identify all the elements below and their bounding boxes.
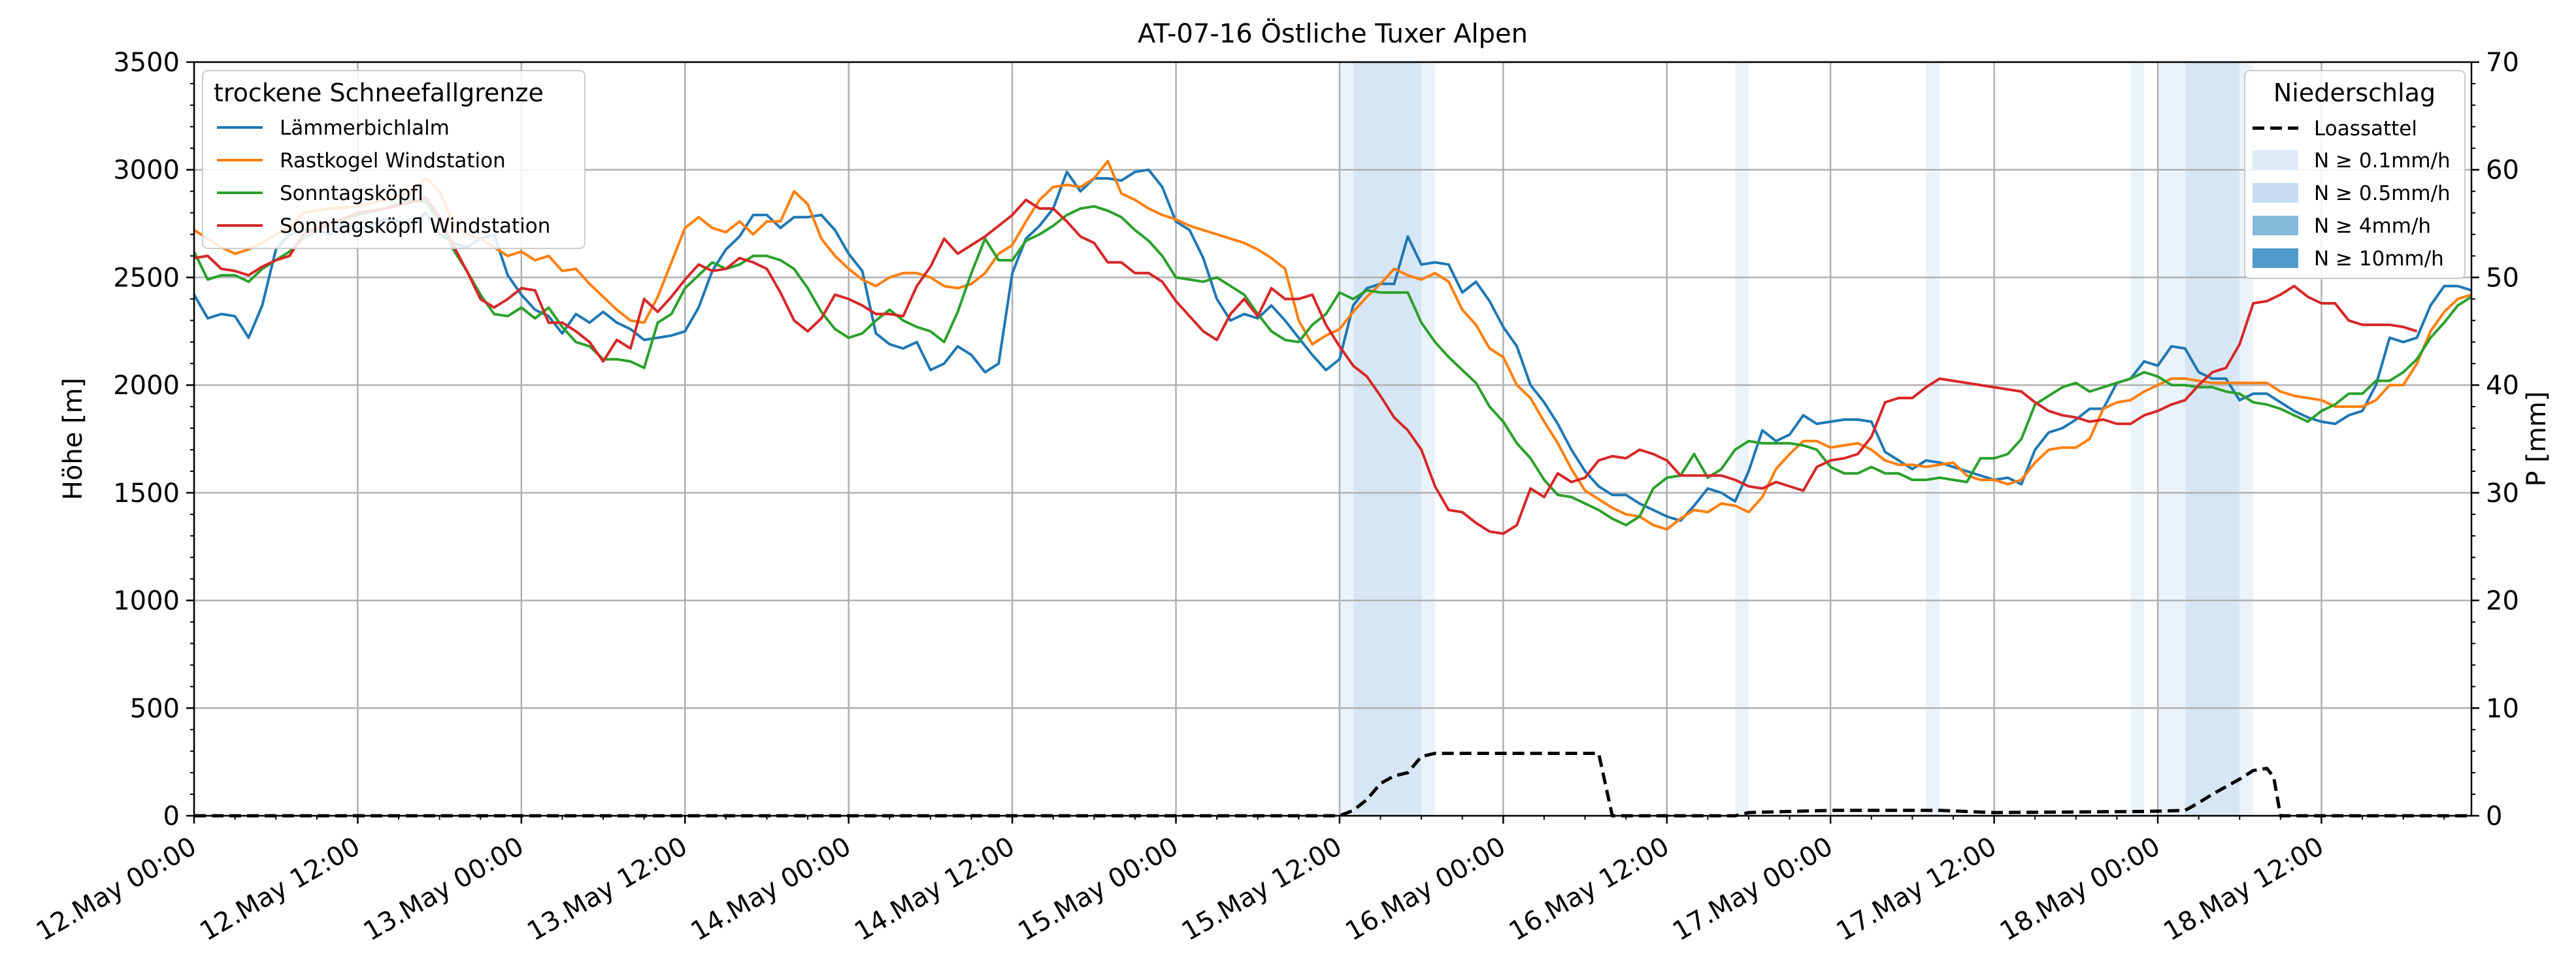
legend-label-1: Rastkogel Windstation — [280, 149, 506, 173]
series-line-3 — [193, 196, 2418, 535]
y-right-tick-label: 30 — [2486, 478, 2519, 509]
legend-band-label-0: N ≥ 0.1mm/h — [2314, 149, 2451, 173]
y-left-tick-label: 0 — [163, 801, 180, 831]
legend-band-label-3: N ≥ 10mm/h — [2314, 247, 2444, 271]
legend-band-swatch-1 — [2253, 183, 2298, 203]
legend-label-2: Sonntagsköpfl — [280, 182, 423, 205]
y-left-tick-label: 500 — [130, 694, 180, 724]
legend-band-swatch-0 — [2253, 150, 2298, 170]
y-left-tick-label: 1000 — [113, 586, 180, 616]
legend-band-label-1: N ≥ 0.5mm/h — [2314, 182, 2451, 205]
y-right-tick-label: 20 — [2486, 586, 2519, 616]
y-left-tick-label: 1500 — [113, 478, 180, 509]
legend-snowline-box — [202, 70, 586, 249]
legend-precip-line-label: Loassattel — [2314, 117, 2417, 141]
plot-frame — [193, 61, 2473, 817]
precip-band — [2185, 62, 2240, 816]
series-line-0 — [193, 168, 2472, 522]
series-line-1 — [193, 159, 2472, 531]
legend-band-swatch-2 — [2253, 216, 2298, 235]
y-left-tick-label: 2000 — [113, 371, 180, 401]
legend-snowline: trockene Schneefallgrenze Lämmerbichlalm R… — [202, 70, 586, 249]
precipitation-line — [194, 752, 2471, 818]
precip-band — [1926, 62, 1940, 816]
y-axis-left-label: Höhe [m] — [58, 378, 88, 500]
legend-precip-title: Niederschlag — [2273, 78, 2436, 107]
precip-band — [1353, 62, 1422, 816]
y-right-tick-label: 60 — [2486, 156, 2519, 186]
legend-band-label-2: N ≥ 4mm/h — [2314, 214, 2431, 238]
legend-label-0: Lämmerbichlalm — [280, 116, 450, 140]
y-left-tick-label: 3000 — [113, 156, 180, 186]
precip-band — [1339, 62, 1353, 816]
y-right-tick-label: 10 — [2486, 694, 2519, 724]
legend-precipitation: Niederschlag Loassattel N ≥ 0.1mm/h N ≥ 0.5… — [2244, 70, 2466, 279]
precip-band — [2130, 62, 2145, 816]
legend-precip-box — [2244, 70, 2466, 279]
precip-band — [2158, 62, 2185, 816]
precip-band — [1735, 62, 1749, 816]
snowline-series — [193, 159, 2473, 535]
y-right-tick-label: 40 — [2486, 371, 2519, 401]
legend-band-swatch-3 — [2253, 248, 2298, 268]
series-line-2 — [193, 198, 2473, 527]
legend-snowline-title: trockene Schneefallgrenze — [214, 78, 544, 107]
legend-label-3: Sonntagsköpfl Windstation — [280, 214, 550, 238]
y-right-tick-label: 50 — [2486, 263, 2519, 293]
y-left-tick-label: 2500 — [113, 263, 180, 293]
y-right-tick-label: 0 — [2486, 801, 2502, 831]
y-left-tick-label: 3500 — [113, 48, 180, 78]
y-right-tick-label: 70 — [2486, 48, 2519, 78]
precipitation-bands — [1339, 62, 2254, 816]
y-axis-right-label: P [mm] — [2522, 392, 2552, 487]
precip-line-loassattel — [194, 752, 2471, 818]
precip-band — [1421, 62, 1436, 816]
chart-title: AT-07-16 Östliche Tuxer Alpen — [1138, 18, 1528, 49]
